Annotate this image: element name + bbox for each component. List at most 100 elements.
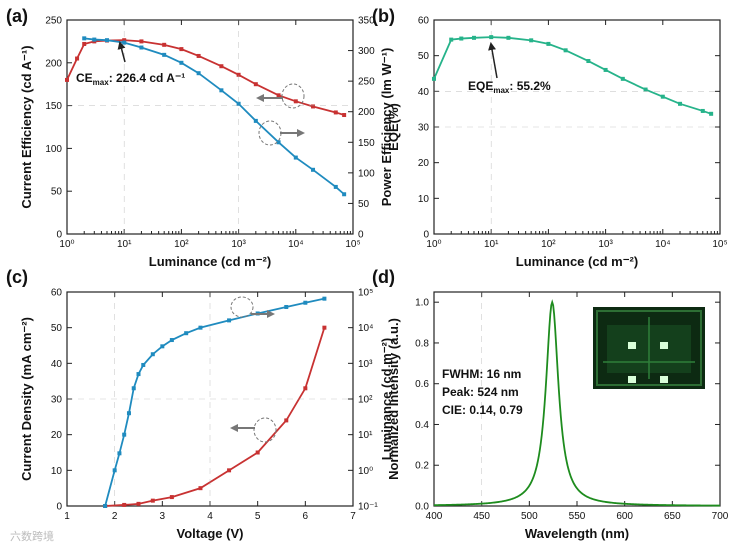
- x-tick-label: 10⁴: [655, 239, 670, 250]
- data-point: [150, 352, 155, 357]
- data-point: [136, 501, 141, 506]
- pixel-emitter: [660, 342, 668, 349]
- y2-tick-label: 10⁴: [358, 323, 373, 334]
- y-axis-title: Normalized Intensity (a.u.): [386, 318, 401, 480]
- data-point: [643, 87, 648, 92]
- y2-tick-label: 10²: [358, 395, 373, 406]
- data-point: [489, 35, 494, 40]
- x-tick-label: 4: [207, 511, 213, 522]
- annotation-rest: : 55.2%: [509, 79, 551, 93]
- plot-frame: [66, 19, 354, 235]
- y-tick-label: 0.0: [415, 502, 429, 513]
- panel-b: (b) 10⁰ 10¹ 10² 10³ 10⁴ 10⁵ 0 10 20 30 40 50 60 Lumina…: [372, 6, 728, 269]
- data-point: [82, 41, 87, 46]
- panel-label: (b): [372, 6, 395, 26]
- eqe-max-annotation: EQEmax: 55.2%: [468, 79, 551, 95]
- y-tick-label: 0.4: [415, 420, 429, 431]
- data-point: [586, 59, 591, 64]
- y-tick-label: 0: [56, 502, 62, 513]
- eqe-max-arrow: [488, 42, 498, 79]
- data-point: [219, 88, 224, 93]
- data-point: [179, 60, 184, 65]
- data-point: [103, 504, 108, 508]
- x-tick-label: 10⁰: [59, 239, 74, 250]
- x-tick-label: 10²: [174, 239, 189, 250]
- y-tick-label: 0.6: [415, 379, 429, 390]
- x-tick-label: 500: [521, 511, 538, 522]
- data-point: [122, 38, 127, 43]
- series-line-eqe: [433, 36, 712, 115]
- data-point: [284, 304, 289, 309]
- data-point: [678, 101, 683, 106]
- x-tick-label: 10²: [541, 239, 556, 250]
- y-tick-label: 60: [51, 288, 63, 299]
- data-point: [219, 64, 224, 69]
- data-point: [342, 113, 347, 118]
- series-line-current-density: [105, 327, 326, 507]
- data-point: [196, 53, 201, 58]
- y-tick-label: 0.8: [415, 338, 429, 349]
- data-point: [311, 104, 316, 109]
- data-point: [92, 37, 97, 42]
- y2-axis-title: Luminance (cd m⁻²): [379, 338, 394, 460]
- y-tick-label: 30: [51, 395, 63, 406]
- x-tick-label: 700: [712, 511, 729, 522]
- annotation-main: CE: [76, 71, 93, 85]
- y-tick-label: 20: [418, 158, 430, 169]
- x-tick-label: 10¹: [117, 239, 132, 250]
- y2-axis-title: Power Efficiency (lm W⁻¹): [379, 48, 394, 207]
- x-tick-label: 2: [112, 511, 118, 522]
- data-point: [150, 498, 155, 503]
- data-point: [236, 101, 241, 106]
- y-tick-label: 0: [423, 230, 429, 241]
- data-point: [126, 411, 131, 416]
- y2-tick-label: 200: [358, 107, 375, 118]
- data-point: [432, 76, 436, 81]
- ce-max-annotation: CEmax: 226.4 cd A⁻¹: [76, 71, 185, 87]
- spectrum-annotation: FWHM: 16 nm: [442, 367, 521, 381]
- y-tick-label: 150: [45, 101, 62, 112]
- data-point: [603, 67, 608, 72]
- data-point: [82, 36, 87, 41]
- data-point: [122, 502, 127, 507]
- y2-tick-label: 0: [358, 230, 364, 241]
- data-point: [139, 45, 144, 50]
- annotation-main: EQE: [468, 79, 493, 93]
- x-tick-label: 1: [64, 511, 70, 522]
- x-tick-label: 10⁰: [426, 239, 441, 250]
- data-point: [184, 331, 189, 336]
- data-point: [322, 296, 327, 301]
- y-tick-label: 50: [418, 51, 430, 62]
- x-tick-label: 10¹: [484, 239, 499, 250]
- x-axis-title: Luminance (cd m⁻²): [516, 254, 638, 269]
- y-axis-title: Current Efficiency (cd A⁻¹): [19, 45, 34, 208]
- x-axis-title: Wavelength (nm): [525, 526, 629, 541]
- data-point: [471, 35, 476, 40]
- data-point: [253, 82, 258, 87]
- data-point: [162, 52, 167, 57]
- data-point: [162, 42, 167, 47]
- x-tick-label: 10³: [231, 239, 246, 250]
- data-point: [122, 432, 127, 437]
- y-tick-label: 10: [418, 194, 430, 205]
- data-point: [333, 184, 338, 189]
- y2-tick-label: 10³: [358, 359, 373, 370]
- panel-label: (c): [6, 267, 28, 287]
- x-tick-label: 550: [569, 511, 586, 522]
- data-point: [660, 94, 665, 99]
- y-tick-label: 40: [418, 87, 430, 98]
- x-tick-label: 5: [255, 511, 261, 522]
- spectrum-line: [433, 299, 721, 507]
- series-line-power-efficiency: [84, 37, 345, 195]
- x-axis-title: Voltage (V): [177, 526, 244, 541]
- data-point: [255, 450, 260, 455]
- data-point: [449, 37, 454, 42]
- y2-tick-label: 250: [358, 77, 375, 88]
- data-point: [333, 110, 338, 115]
- data-point: [303, 386, 308, 391]
- data-point: [139, 39, 144, 44]
- x-axis-title: Luminance (cd m⁻²): [149, 254, 271, 269]
- y-axis-title: EQE(%): [386, 103, 401, 151]
- x-tick-label: 10⁴: [288, 239, 303, 250]
